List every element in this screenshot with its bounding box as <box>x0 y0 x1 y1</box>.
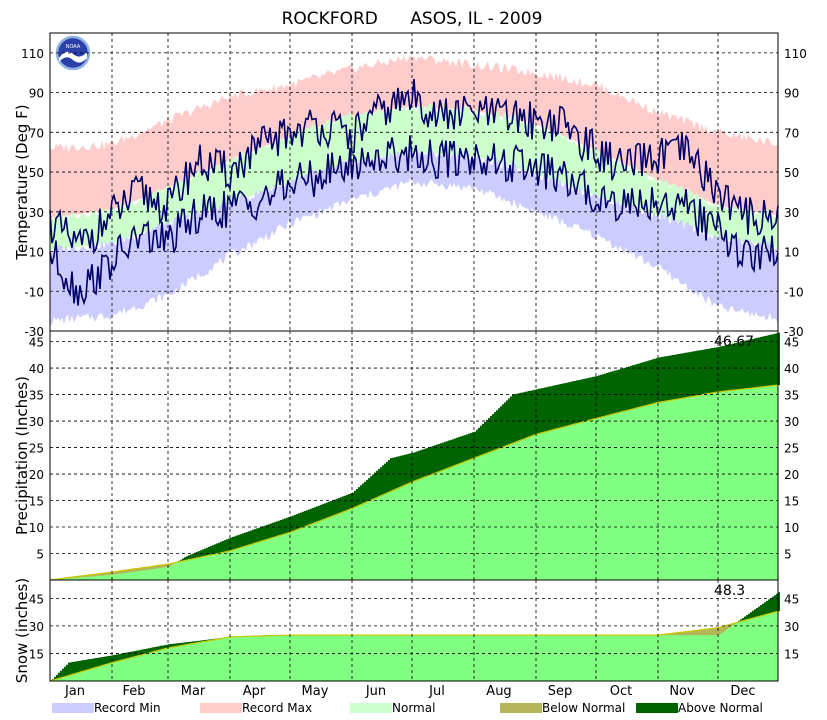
precipitation-total-annotation: 46.67 <box>714 334 754 350</box>
legend-swatch <box>350 703 392 713</box>
precipitation-normal-line <box>49 384 779 581</box>
y-tick-label-right: 25 <box>784 442 799 456</box>
x-tick-label: Apr <box>243 684 266 699</box>
record-min-band <box>50 149 778 325</box>
y-tick-label-right: 40 <box>784 362 799 376</box>
legend-label: Below Normal <box>542 701 625 715</box>
legend-swatch <box>200 703 242 713</box>
y-tick-label-right: 110 <box>784 47 807 61</box>
y-tick-label-right: 45 <box>784 592 799 606</box>
snow-frame <box>49 579 779 682</box>
y-tick-label: 35 <box>29 389 44 403</box>
legend-label: Record Min <box>94 701 161 715</box>
legend: Record Min Record Max Normal Below Normal Ab… <box>52 701 763 715</box>
y-tick-label: 40 <box>29 362 44 376</box>
y-tick-label-right: 10 <box>784 246 799 260</box>
snow-total-annotation: 48.3 <box>714 583 745 599</box>
precipitation-panel: 5 5 10 10 15 15 20 20 25 25 30 30 35 35 40 40 45 45 Precip… <box>13 330 799 581</box>
y-tick-label: -10 <box>24 285 44 299</box>
y-tick-label: 25 <box>29 442 44 456</box>
x-tick-label: Sep <box>548 684 573 699</box>
x-tick-label: Jan <box>64 684 85 699</box>
y-tick-label: 70 <box>29 126 44 140</box>
precipitation-normal-area <box>50 385 778 580</box>
y-tick-label-right: 10 <box>784 521 799 535</box>
snow-y-label: Snow (inches) <box>13 578 31 683</box>
observed-low-line <box>49 135 779 306</box>
x-tick-label: Jun <box>365 684 386 699</box>
y-tick-label: 45 <box>29 336 44 350</box>
y-tick-label-right: 15 <box>784 495 799 509</box>
y-tick-label: 15 <box>29 495 44 509</box>
y-tick-label: 10 <box>29 521 44 535</box>
legend-swatch <box>636 703 678 713</box>
y-tick-label-right: 90 <box>784 87 799 101</box>
y-tick-label: 110 <box>21 47 44 61</box>
x-tick-label: Oct <box>610 684 632 699</box>
snow-normal-area <box>50 611 778 681</box>
noaa-logo: NOAA <box>55 35 91 71</box>
legend-swatch <box>500 703 542 713</box>
y-tick-label: 30 <box>29 206 44 220</box>
y-tick-label: 30 <box>29 620 44 634</box>
legend-label: Normal <box>392 701 435 715</box>
x-tick-label: Feb <box>122 684 145 699</box>
y-tick-label: 10 <box>29 246 44 260</box>
temperature-y-label: Temperature (Deg F) <box>13 104 31 260</box>
precipitation-y-label: Precipitation (Inches) <box>13 376 31 535</box>
y-tick-label-right: 70 <box>784 126 799 140</box>
legend-label: Above Normal <box>678 701 763 715</box>
chart-title: ROCKFORD ASOS, IL - 2009 <box>282 9 543 29</box>
y-tick-label: -30 <box>24 325 44 339</box>
y-tick-label: 15 <box>29 647 44 661</box>
y-tick-label: 20 <box>29 468 44 482</box>
legend-swatch <box>52 703 94 713</box>
y-tick-label-right: 30 <box>784 206 799 220</box>
observed-high-line <box>49 78 779 255</box>
x-tick-label: Mar <box>181 684 206 699</box>
y-tick-label-right: 35 <box>784 389 799 403</box>
y-tick-label-right: 15 <box>784 647 799 661</box>
snow-below-normal <box>660 623 736 636</box>
x-tick-label: Nov <box>669 684 695 699</box>
y-tick-label-right: 20 <box>784 468 799 482</box>
x-tick-label: May <box>302 684 329 699</box>
x-tick-label: Dec <box>730 684 755 699</box>
y-tick-label: 90 <box>29 87 44 101</box>
y-tick-label-right: 30 <box>784 620 799 634</box>
svg-text:NOAA: NOAA <box>66 44 81 50</box>
y-tick-label: 5 <box>36 548 44 562</box>
legend-label: Record Max <box>242 701 312 715</box>
temperature-panel: -30 -30 -10 -10 10 10 30 30 50 50 70 70 90 90 110 110 Te… <box>13 32 807 339</box>
x-tick-label: Aug <box>486 684 511 699</box>
y-tick-label-right: 45 <box>784 336 799 350</box>
snow-normal-line <box>49 610 779 682</box>
temperature-grid <box>50 33 778 331</box>
y-tick-label: 50 <box>29 166 44 180</box>
y-tick-label-right: 5 <box>784 548 792 562</box>
x-tick-label: Jul <box>428 684 445 699</box>
snow-grid <box>50 580 778 681</box>
y-tick-label: 45 <box>29 592 44 606</box>
normal-band <box>50 103 778 250</box>
y-tick-label-right: 30 <box>784 415 799 429</box>
y-tick-label-right: 50 <box>784 166 799 180</box>
y-tick-label-right: -10 <box>784 285 804 299</box>
y-tick-label: 30 <box>29 415 44 429</box>
y-tick-label-right: -30 <box>784 325 804 339</box>
precipitation-grid <box>50 331 778 580</box>
